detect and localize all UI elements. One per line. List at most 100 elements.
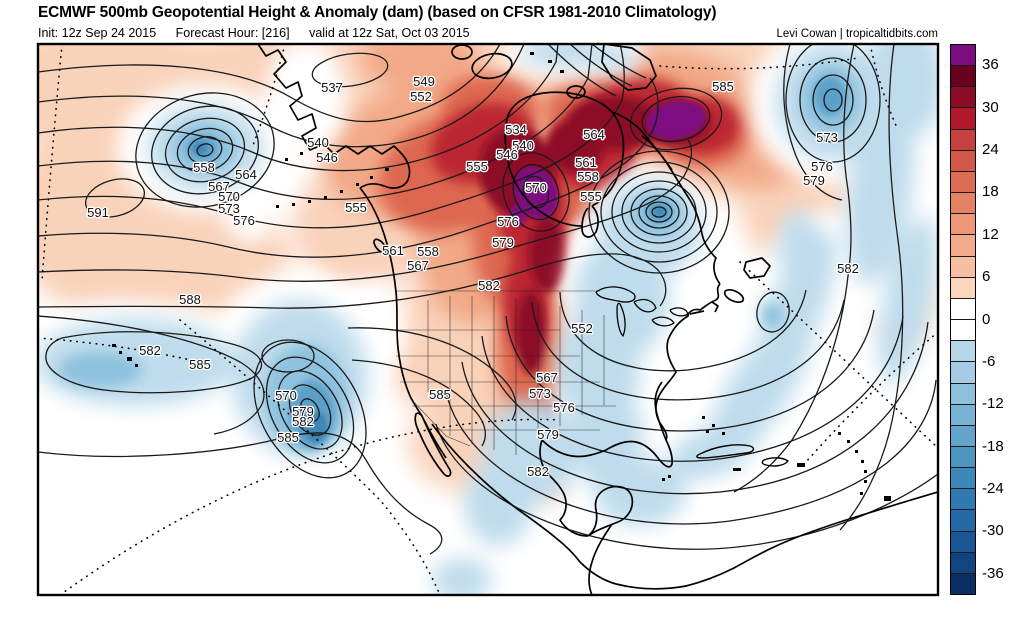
- colorbar-cell: [951, 530, 975, 552]
- contour-label: 558: [577, 169, 599, 184]
- contour-label: 573: [218, 201, 240, 216]
- contour-label: 564: [235, 167, 257, 182]
- colorbar-tick-label: 30: [982, 98, 999, 116]
- contour-label: 570: [218, 189, 240, 204]
- contour-label: 576: [497, 214, 519, 229]
- colorbar: [950, 44, 976, 595]
- contour-label: 579: [537, 427, 559, 442]
- contour-label: 549: [413, 74, 435, 89]
- contour-label: 552: [571, 321, 593, 336]
- colorbar-tick-label: -12: [982, 395, 1004, 413]
- init-time: Init: 12z Sep 24 2015: [38, 26, 157, 40]
- graticule: [39, 45, 937, 594]
- colorbar-tick-label: 18: [982, 183, 999, 201]
- contour-label: 555: [466, 159, 488, 174]
- contour-label: 534: [505, 122, 527, 137]
- colorbar-tick-label: 6: [982, 268, 991, 286]
- contour-label: 585: [189, 357, 211, 372]
- colorbar-cell: [951, 572, 975, 595]
- contour-label: 576: [553, 400, 575, 415]
- run-info: Init: 12z Sep 24 2015 Forecast Hour: [21…: [38, 26, 486, 40]
- colorbar-cell: [951, 509, 975, 531]
- coastlines: [112, 45, 937, 594]
- contour-label: 570: [525, 180, 547, 195]
- contour-label: 582: [527, 464, 549, 479]
- colorbar-cell: [951, 234, 975, 256]
- contour-label: 555: [345, 200, 367, 215]
- colorbar-tick-label: -30: [982, 522, 1004, 540]
- colorbar-cell: [951, 424, 975, 446]
- contour-label: 582: [139, 343, 161, 358]
- contour-label: 582: [292, 414, 314, 429]
- contour-label: 573: [816, 130, 838, 145]
- forecast-hour: Forecast Hour: [216]: [175, 26, 290, 40]
- colorbar-cell: [951, 192, 975, 214]
- colorbar-tick-label: -18: [982, 437, 1004, 455]
- colorbar-tick-label: -24: [982, 480, 1004, 498]
- contour-label: 585: [712, 79, 734, 94]
- colorbar-tick-label: 24: [982, 141, 999, 159]
- colorbar-cell: [951, 170, 975, 193]
- contour-label: 588: [179, 292, 201, 307]
- colorbar-cell: [951, 319, 975, 341]
- contour-label: 537: [321, 80, 343, 95]
- contour-label: 585: [277, 430, 299, 445]
- contour-label: 567: [536, 370, 558, 385]
- colorbar-cell: [951, 213, 975, 235]
- colorbar-cell: [951, 551, 975, 573]
- contour-label: 561: [575, 155, 597, 170]
- credit: Levi Cowan | tropicaltidbits.com: [776, 28, 939, 40]
- height-contours: [39, 45, 937, 555]
- contour-label: 546: [316, 150, 338, 165]
- colorbar-tick-label: -6: [982, 353, 996, 371]
- contour-label: 570: [275, 388, 297, 403]
- contour-label: 555: [580, 189, 602, 204]
- page-title: ECMWF 500mb Geopotential Height & Anomal…: [38, 4, 717, 21]
- colorbar-cell: [951, 488, 975, 510]
- state-borders: [396, 290, 616, 455]
- valid-time: valid at 12z Sat, Oct 03 2015: [309, 26, 470, 40]
- contour-label: 582: [837, 261, 859, 276]
- contour-label: 540: [307, 135, 329, 150]
- extreme-positive-anomaly: [510, 100, 706, 226]
- colorbar-tick-label: 0: [982, 310, 991, 328]
- colorbar-cell: [951, 382, 975, 404]
- contour-label: 573: [529, 386, 551, 401]
- colorbar-cell: [951, 255, 975, 277]
- contour-label: 591: [87, 205, 109, 220]
- contour-label: 546: [496, 147, 518, 162]
- contour-label: 579: [803, 173, 825, 188]
- contour-label: 540: [512, 138, 534, 153]
- contour-label: 576: [233, 213, 255, 228]
- contour-label: 564: [583, 127, 605, 142]
- map-frame: [36, 42, 940, 597]
- contour-label: 579: [292, 404, 314, 419]
- colorbar-cell: [951, 361, 975, 383]
- colorbar-cell: [951, 65, 975, 87]
- colorbar-tick-label: -36: [982, 564, 1004, 582]
- contour-label: 561: [382, 243, 404, 258]
- small-islands: [112, 52, 891, 501]
- contour-label: 576: [811, 159, 833, 174]
- colorbar-tick-label: 36: [982, 56, 999, 74]
- colorbar-ticks: 36 30 24 18 12 6 0 -6 -12 -18 -24 -30 -36: [982, 44, 1022, 595]
- colorbar-cell: [951, 297, 975, 320]
- contour-label: 558: [417, 244, 439, 259]
- colorbar-cell: [951, 340, 975, 362]
- colorbar-cell: [951, 403, 975, 425]
- contour-label: 567: [407, 258, 429, 273]
- contour-label: 552: [410, 89, 432, 104]
- colorbar-cell: [951, 149, 975, 171]
- colorbar-cell: [951, 445, 975, 468]
- contour-label: 582: [478, 278, 500, 293]
- colorbar-cell: [951, 128, 975, 150]
- contour-label: 558: [193, 160, 215, 175]
- contour-label: 585: [429, 387, 451, 402]
- colorbar-cell: [951, 86, 975, 108]
- contour-label: 579: [492, 235, 514, 250]
- colorbar-tick-label: 12: [982, 225, 999, 243]
- colorbar-cell: [951, 467, 975, 489]
- colorbar-cell: [951, 107, 975, 129]
